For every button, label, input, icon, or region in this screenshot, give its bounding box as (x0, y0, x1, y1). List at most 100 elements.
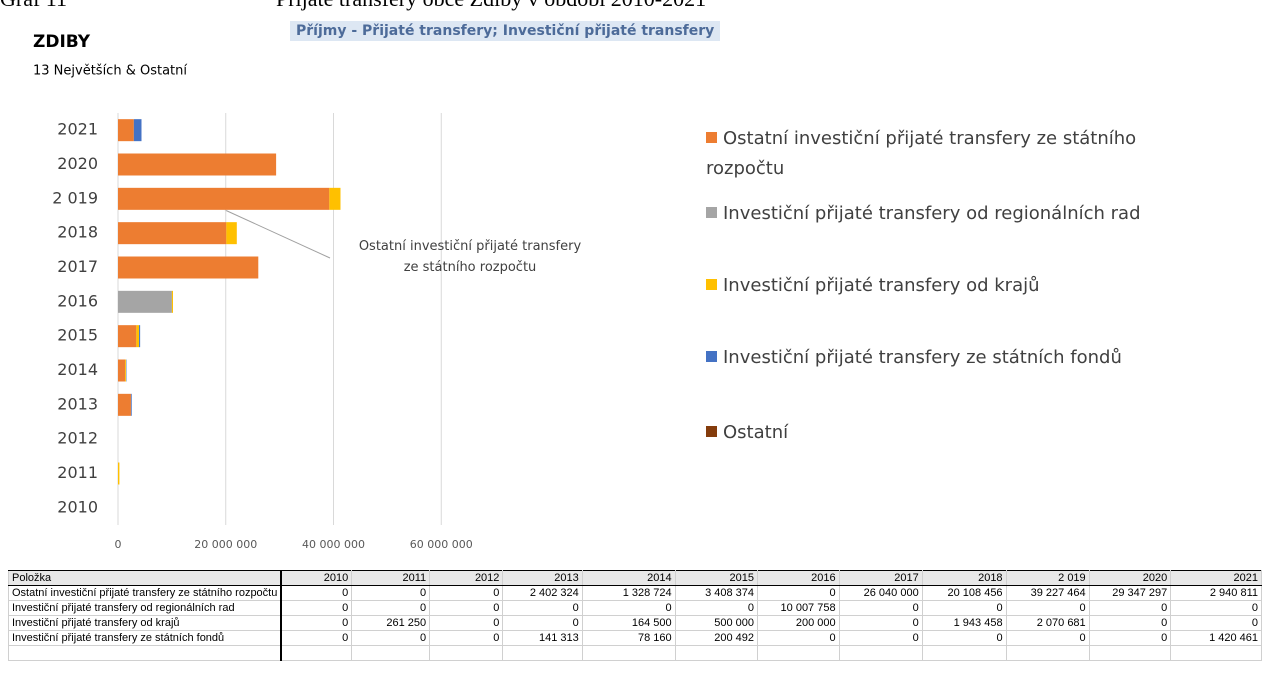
legend-item: Investiční přijaté transfery od krajů (706, 271, 1040, 301)
annotation-leader (224, 209, 331, 259)
table-cell (280, 645, 353, 661)
legend-swatch (706, 132, 717, 143)
bar (118, 256, 259, 279)
table-row-label: Investiční přijaté transfery od krajů (8, 615, 283, 631)
legend-item: Ostatní investiční přijaté transfery ze … (706, 124, 1196, 184)
table-header-cell: 2 019 (1005, 570, 1090, 586)
table-header-row: Položka 2010 2011 2012 2013 2014 2015 2016 2017 2… (8, 570, 1262, 586)
y-tick-label: 2011 (57, 463, 98, 482)
table-cell: 0 (1088, 600, 1172, 616)
table-cell: 0 (921, 630, 1007, 646)
chart-title: ZDIBY (33, 32, 91, 52)
table-cell: 0 (502, 615, 583, 631)
table-cell: 20 108 456 (921, 585, 1007, 601)
table-cell: 0 (1005, 600, 1090, 616)
table-row: Investiční přijaté transfery od regionál… (8, 600, 1262, 616)
bar (118, 119, 134, 142)
y-tick-label: 2016 (57, 291, 98, 310)
table-header-cell: 2018 (921, 570, 1007, 586)
table-header-cell: 2015 (674, 570, 759, 586)
bar (226, 222, 237, 245)
bar (118, 153, 277, 176)
y-tick-label: 2015 (57, 326, 98, 345)
table-cell: 29 347 297 (1088, 585, 1172, 601)
bar (171, 290, 173, 313)
table-row-label: Investiční přijaté transfery od regionál… (8, 600, 283, 616)
table-header-cell: 2012 (429, 570, 504, 586)
legend-item: Ostatní (706, 418, 788, 448)
table-cell (502, 645, 583, 661)
table-cell (1088, 645, 1172, 661)
table-cell: 3 408 374 (674, 585, 759, 601)
y-tick-label: 2020 (57, 154, 98, 173)
table-cell: 0 (351, 585, 431, 601)
table-row-label: Ostatní investiční přijaté transfery ze … (8, 585, 283, 601)
table-cell (757, 645, 840, 661)
table-row (8, 645, 1262, 661)
y-tick-label: 2021 (57, 120, 98, 139)
bar (125, 359, 127, 382)
bar (329, 187, 341, 210)
bar (118, 325, 137, 348)
bar (118, 187, 330, 210)
table-cell (674, 645, 759, 661)
table-row: Investiční přijaté transfery od krajů 0 26… (8, 615, 1262, 631)
legend-item: Investiční přijaté transfery od regionál… (706, 199, 1141, 229)
table-cell (351, 645, 431, 661)
table-cell: 0 (1088, 615, 1172, 631)
legend-label: Ostatní investiční přijaté transfery ze … (706, 128, 1137, 179)
table-row: Ostatní investiční přijaté transfery ze … (8, 585, 1262, 601)
table-cell: 1 420 461 (1170, 630, 1262, 646)
legend-label: Investiční přijaté transfery od krajů (723, 275, 1040, 296)
table-cell: 0 (1170, 600, 1262, 616)
bar (118, 359, 126, 382)
table-cell (8, 645, 283, 661)
table-cell (581, 645, 676, 661)
y-tick-label: 2018 (57, 223, 98, 242)
table-cell: 1 328 724 (581, 585, 676, 601)
table-header-cell: Položka (8, 570, 283, 586)
table-cell: 0 (351, 600, 431, 616)
y-tick-label: 2 019 (52, 188, 98, 207)
table-cell: 0 (280, 585, 353, 601)
bar (118, 393, 131, 416)
table-cell: 2 940 811 (1170, 585, 1262, 601)
table-cell (1170, 645, 1262, 661)
y-tick-label: 2010 (57, 497, 98, 516)
table-header-cell: 2014 (581, 570, 676, 586)
table-cell: 2 070 681 (1005, 615, 1090, 631)
bar (136, 325, 140, 348)
legend-swatch (706, 351, 717, 362)
table-cell: 0 (581, 600, 676, 616)
table-header-cell: 2013 (502, 570, 583, 586)
table-cell: 26 040 000 (838, 585, 923, 601)
legend-swatch (706, 207, 717, 218)
table-cell: 1 943 458 (921, 615, 1007, 631)
table-row: Investiční přijaté transfery ze státních… (8, 630, 1262, 646)
table-cell: 0 (351, 630, 431, 646)
y-tick-label: 2017 (57, 257, 98, 276)
table-header-cell: 2017 (838, 570, 923, 586)
table-cell: 0 (838, 600, 923, 616)
table-cell: 164 500 (581, 615, 676, 631)
x-tick-label: 60 000 000 (410, 538, 473, 551)
legend-label: Investiční přijaté transfery od regionál… (723, 203, 1141, 224)
x-tick-label: 20 000 000 (194, 538, 257, 551)
header: Příjmy - Přijaté transfery; Investiční p… (290, 21, 721, 41)
table-cell: 0 (429, 630, 504, 646)
y-tick-label: 2012 (57, 429, 98, 448)
table-cell: 141 313 (502, 630, 583, 646)
legend-swatch (706, 279, 717, 290)
table-cell: 0 (757, 630, 840, 646)
annotation: Ostatní investiční přijaté transfery ze … (358, 239, 582, 275)
table-cell: 0 (280, 615, 353, 631)
figure-label: Graf 11 (0, 0, 67, 12)
table-cell: 0 (921, 600, 1007, 616)
table-cell: 0 (838, 615, 923, 631)
chart-subtitle: 13 Největších & Ostatní (33, 64, 187, 79)
table-cell: 0 (280, 600, 353, 616)
legend-swatch (706, 426, 717, 437)
table-cell: 0 (1005, 630, 1090, 646)
bar (139, 325, 141, 348)
